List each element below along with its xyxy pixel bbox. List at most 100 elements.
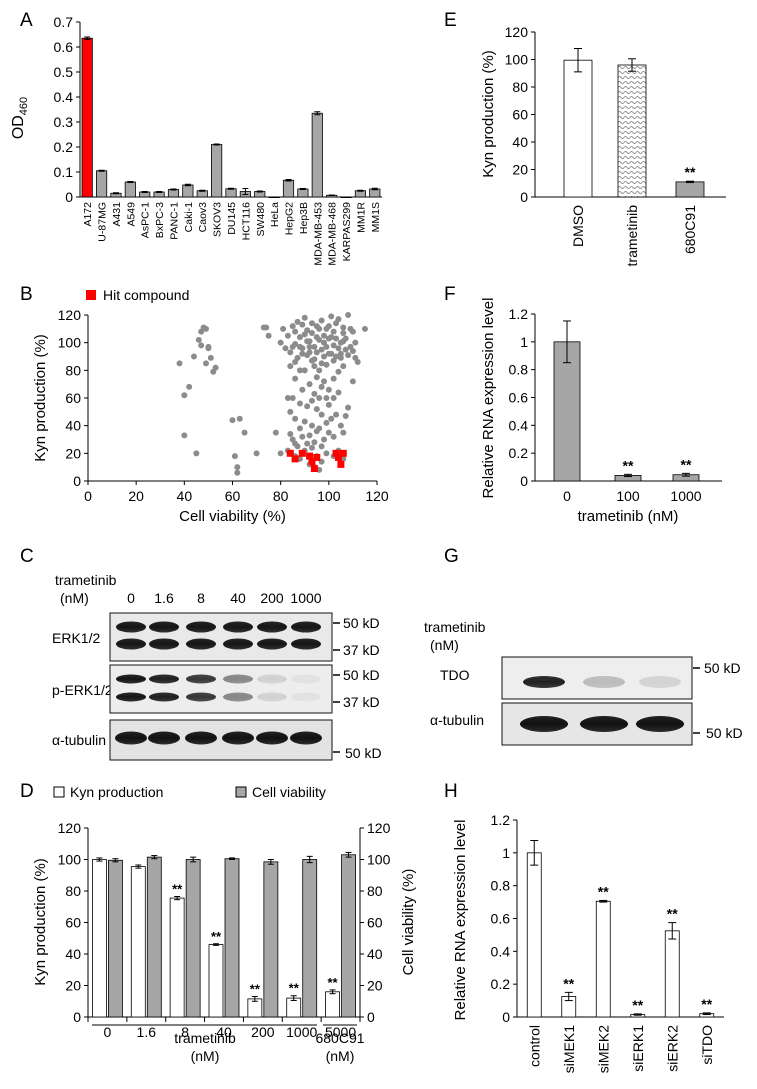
b-point [176,360,183,367]
b-y-tick-label: 120 [58,307,82,323]
h-bar [526,852,542,1018]
blot-band [222,731,254,745]
d-bar-viability [146,856,162,1018]
blot-band [223,674,253,684]
b-point [299,350,306,357]
b-point [284,332,291,339]
h-category-label: siMEK1 [561,1025,577,1073]
a-category-label: KARPAS299 [341,202,353,261]
e-bar [617,64,647,198]
b-point [333,335,340,342]
b-point [306,343,313,350]
a-y-tick-label: 0.2 [54,139,74,155]
blot-c-membrane [109,612,333,662]
b-point [345,352,352,359]
b-hit-point [298,449,306,457]
b-y-tick-label: 80 [65,362,81,378]
blot-band [223,692,253,702]
b-point [325,429,332,436]
b-x-tick-label: 60 [225,488,241,504]
a-category-label: SKOV3 [212,202,224,237]
blot-band [148,731,180,745]
b-point [337,350,344,357]
b-point [316,325,323,332]
blot-g-row-label: TDO [440,667,470,683]
b-point [328,415,335,422]
blot-c-treatment: trametinib [55,572,117,588]
b-point [313,406,320,413]
d-legend-label: Kyn production [70,784,163,800]
b-point [330,342,337,349]
b-point [296,367,303,374]
blot-band [291,674,321,684]
b-point [333,411,340,418]
a-y-tick-label: 0.7 [54,14,74,30]
d-yl-tick-label: 100 [58,852,82,868]
b-point [323,361,330,368]
d-category-label: 8 [181,1024,189,1040]
a-bar [124,181,136,198]
b-point [325,386,332,393]
b-point [352,339,359,346]
b-point [328,350,335,357]
e-y-tick-label: 0 [520,189,528,205]
d-category-label: 1.6 [137,1024,157,1040]
d-bar-viability [341,854,356,1018]
h-category-label: siERK2 [664,1025,680,1072]
b-point [340,324,347,331]
blot-c-lane-label: 1000 [290,590,321,606]
f-y-tick-label: 0.4 [509,417,529,433]
b-point [181,432,188,439]
blot-c-lane-label: 1.6 [154,590,174,606]
b-point [311,439,318,446]
b-point [335,368,342,375]
blot-band [223,638,253,650]
e-bar [563,59,593,198]
h-y-tick-label: 0.2 [491,976,511,992]
b-point [277,339,284,346]
b-point [287,349,294,356]
b-point [234,469,241,476]
blot-band [186,692,216,702]
h-significance: ** [632,997,643,1013]
blot-c-marker: 37 kD [343,642,380,658]
b-point [296,343,303,350]
d-bar-viability [302,859,318,1018]
b-point [345,312,352,318]
d-category-label: 40 [216,1024,232,1040]
b-point [190,353,197,360]
b-point [292,440,299,447]
b-point [321,332,328,339]
b-point [321,436,328,443]
blot-band [116,692,146,702]
b-x-tick-label: 80 [273,488,289,504]
d-yl-tick-label: 60 [65,915,81,931]
b-x-tick-label: 120 [365,488,389,504]
blot-band [115,731,147,745]
b-point [231,453,238,460]
b-point [296,400,303,407]
f-x-label: trametinib (nM) [578,508,679,525]
blot-band [185,731,217,745]
a-category-label: HeLa [269,202,281,227]
b-point [318,383,325,390]
b-point [313,349,320,356]
b-point [301,418,308,425]
blot-c-lane-label: 200 [260,590,284,606]
b-point [330,357,337,364]
b-point [294,318,301,325]
blot-band [290,731,322,745]
e-y-tick-label: 20 [512,162,528,178]
a-bar [211,144,223,198]
b-point [325,335,332,342]
b-point [308,329,315,336]
b-point [234,464,241,471]
h-y-tick-label: 1.2 [491,812,511,828]
b-point [328,313,335,320]
b-point [306,381,313,388]
d-group-label: (nM) [326,1048,355,1064]
b-point [308,320,315,327]
blot-g-bands-tdo [523,676,681,688]
blot-band [116,621,146,633]
d-bar-viability [224,858,240,1018]
